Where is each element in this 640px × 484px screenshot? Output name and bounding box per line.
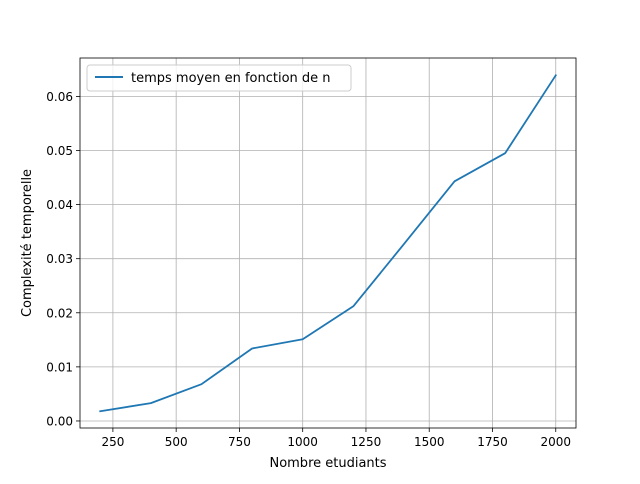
grid <box>80 58 576 428</box>
legend-label: temps moyen en fonction de n <box>131 71 331 86</box>
y-tick-label: 0.00 <box>46 414 73 428</box>
x-tick-label: 1750 <box>477 435 508 449</box>
y-tick-label: 0.06 <box>46 90 73 104</box>
x-tick-label: 250 <box>101 435 124 449</box>
x-tick-label: 2000 <box>540 435 571 449</box>
y-tick-label: 0.03 <box>46 252 73 266</box>
x-tick-label: 1250 <box>351 435 382 449</box>
series-line <box>99 74 558 413</box>
x-tick-label: 1500 <box>414 435 445 449</box>
legend-box <box>86 64 352 92</box>
legend: temps moyen en fonction de n <box>86 64 352 92</box>
y-tick-label: 0.05 <box>46 144 73 158</box>
plot-area-frame <box>79 57 577 429</box>
x-tick-label: 750 <box>228 435 251 449</box>
y-tick-label: 0.02 <box>46 306 73 320</box>
y-tick-label: 0.04 <box>46 198 73 212</box>
x-axis-label: Nombre etudiants <box>269 456 386 471</box>
y-axis-label: Complexité temporelle <box>20 169 35 317</box>
axis-ticks: 250 500 750 1000 1250 1500 1750 2000 0.00 0.01 0.0… <box>46 90 571 449</box>
x-tick-label: 1000 <box>287 435 318 449</box>
series-layer <box>99 74 558 413</box>
x-tick-label: 500 <box>165 435 188 449</box>
y-tick-label: 0.01 <box>46 360 73 374</box>
